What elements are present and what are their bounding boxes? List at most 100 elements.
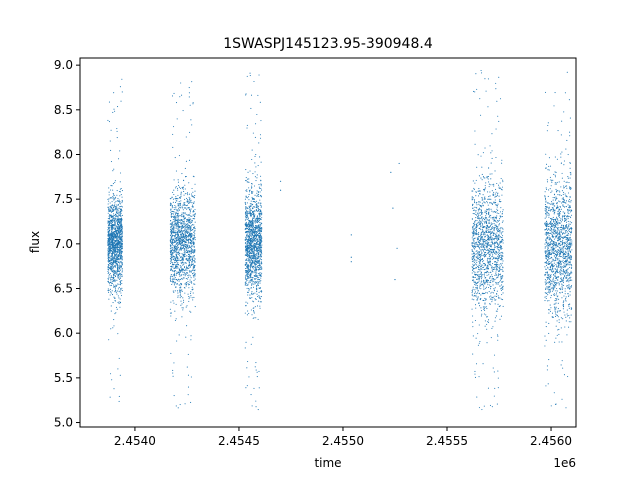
data-point [176, 118, 178, 120]
data-point [487, 176, 489, 178]
data-point [498, 250, 500, 252]
data-point [111, 270, 113, 272]
data-point [475, 195, 477, 197]
data-point [478, 407, 481, 409]
data-point [170, 211, 172, 213]
data-point [177, 295, 179, 297]
data-point [251, 217, 254, 219]
data-point [478, 264, 480, 266]
data-point [120, 215, 122, 218]
data-point [259, 263, 261, 265]
data-point [260, 245, 262, 247]
data-point [121, 287, 123, 289]
data-point [258, 251, 260, 253]
data-point [476, 166, 478, 168]
data-point [176, 283, 178, 285]
data-point [121, 232, 123, 234]
data-point [178, 229, 180, 232]
data-point [475, 246, 477, 248]
data-point [248, 199, 250, 201]
data-point [488, 247, 490, 250]
data-point [260, 195, 262, 197]
data-point [249, 252, 251, 254]
data-point [253, 271, 255, 273]
data-point [191, 264, 193, 266]
data-point [170, 235, 172, 237]
data-point [497, 115, 499, 117]
data-point [182, 278, 184, 280]
data-point [498, 195, 500, 197]
data-point [254, 210, 256, 212]
data-point [184, 225, 186, 227]
data-point [473, 264, 476, 266]
data-point [250, 309, 252, 311]
data-point [482, 238, 484, 240]
data-point [188, 214, 191, 216]
data-point [119, 255, 121, 257]
data-point [175, 267, 177, 269]
data-point [260, 240, 262, 242]
data-point [178, 272, 181, 274]
data-point [484, 196, 486, 198]
data-point [190, 256, 192, 258]
data-point [187, 386, 190, 388]
data-point [248, 178, 250, 180]
data-point [117, 158, 120, 160]
data-point [115, 232, 117, 235]
data-point [113, 199, 115, 201]
data-point [249, 189, 251, 191]
data-point [111, 256, 114, 258]
data-point [189, 231, 191, 233]
data-point [246, 244, 248, 246]
data-point [119, 234, 121, 237]
data-point [490, 152, 492, 154]
data-point [190, 227, 192, 229]
data-point [248, 236, 250, 238]
data-point [489, 173, 491, 175]
data-point [192, 242, 194, 244]
data-point [259, 134, 262, 136]
data-point [174, 246, 176, 248]
data-point [254, 306, 256, 308]
data-point [113, 205, 115, 207]
data-point [246, 75, 248, 77]
data-point [252, 252, 254, 254]
data-point [487, 238, 489, 240]
data-point [259, 218, 261, 220]
data-point [119, 244, 121, 246]
data-point [173, 229, 175, 231]
data-point [184, 273, 186, 275]
data-point [255, 225, 257, 227]
data-point [119, 227, 121, 229]
data-point [111, 379, 113, 381]
data-point [251, 242, 253, 244]
data-point [174, 201, 177, 204]
data-point [260, 227, 262, 229]
data-point [179, 295, 181, 297]
data-point [175, 208, 177, 210]
data-point [174, 198, 176, 200]
data-point [248, 193, 250, 195]
data-point [108, 223, 110, 225]
data-point [172, 133, 174, 135]
data-point [120, 273, 122, 275]
data-point [174, 319, 176, 321]
data-point [250, 266, 252, 268]
data-point [189, 226, 191, 228]
data-point [247, 239, 250, 241]
data-point [249, 258, 251, 261]
data-point [257, 409, 259, 411]
data-point [250, 200, 252, 202]
data-point [119, 233, 121, 235]
data-point [169, 278, 171, 280]
data-point [172, 253, 174, 255]
data-point [246, 189, 248, 191]
data-point [483, 275, 485, 277]
data-point [246, 279, 248, 282]
data-point [260, 219, 262, 221]
data-point [245, 179, 247, 182]
data-point [257, 258, 259, 260]
data-point [245, 210, 247, 212]
data-point [187, 242, 189, 244]
data-point [107, 288, 109, 290]
